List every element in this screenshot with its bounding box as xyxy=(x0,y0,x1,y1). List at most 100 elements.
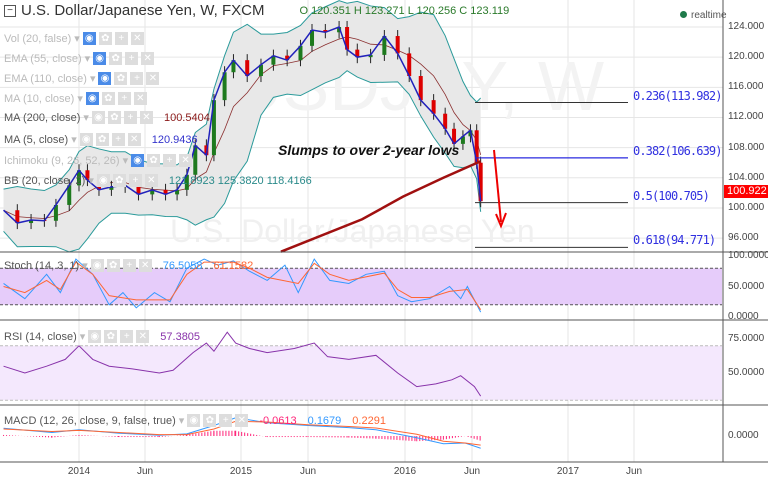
candle-body xyxy=(337,27,342,33)
add-icon[interactable]: + xyxy=(163,154,177,167)
candle-body xyxy=(211,100,216,156)
legend-value: 121.8923 125.3820 118.4166 xyxy=(168,174,312,187)
remove-icon[interactable]: ✕ xyxy=(179,154,193,167)
add-icon[interactable]: + xyxy=(125,52,139,65)
rsi-legend[interactable]: RSI (14, close) ▾ ◉ ✿ + ✕ 57.3805 xyxy=(4,330,200,343)
price-tick: 124.000 xyxy=(728,21,765,32)
fib-label: 0.236(113.982) xyxy=(633,88,722,103)
candle-body xyxy=(478,162,483,202)
stoch-d-line xyxy=(3,261,482,310)
settings-icon[interactable]: ✿ xyxy=(98,32,112,45)
visibility-icon[interactable]: ◉ xyxy=(82,32,96,45)
dropdown-icon[interactable]: ▾ xyxy=(178,415,185,427)
dropdown-icon[interactable]: ▾ xyxy=(82,260,88,272)
visibility-icon[interactable]: ◉ xyxy=(98,72,112,85)
remove-icon[interactable]: ✕ xyxy=(146,72,160,85)
rsi-band xyxy=(0,345,722,401)
dropdown-icon[interactable]: ▾ xyxy=(71,134,77,146)
visibility-icon[interactable]: ◉ xyxy=(85,92,99,105)
indicator-legend[interactable]: MA (10, close) ▾ ◉ ✿ + ✕ xyxy=(4,92,147,105)
bollinger-basis xyxy=(3,36,482,219)
candle-body xyxy=(355,49,360,58)
settings-icon[interactable]: ✿ xyxy=(104,330,118,343)
candle-body xyxy=(245,60,250,77)
last-price-badge: 100.922 xyxy=(724,185,768,198)
candle-body xyxy=(85,170,90,181)
settings-icon[interactable]: ✿ xyxy=(106,259,120,272)
add-icon[interactable]: + xyxy=(130,72,144,85)
indicator-legend[interactable]: BB (20, close, 2) ▾ ◉ ✿ + ✕ 121.8923 125.3820 … xyxy=(4,174,312,187)
dropdown-icon[interactable]: ▾ xyxy=(88,175,94,187)
legend-value: 0.1679 xyxy=(307,414,342,427)
add-icon[interactable]: + xyxy=(114,32,128,45)
visibility-icon[interactable]: ◉ xyxy=(93,52,107,65)
indicator-legend[interactable]: MA (5, close) ▾ ◉ ✿ + ✕ 120.9436 xyxy=(4,133,198,146)
visibility-icon[interactable]: ◉ xyxy=(90,259,104,272)
add-icon[interactable]: + xyxy=(111,133,125,146)
remove-icon[interactable]: ✕ xyxy=(133,92,147,105)
dropdown-icon[interactable]: ▾ xyxy=(79,331,86,343)
time-tick: Jun xyxy=(299,466,317,477)
indicator-legend[interactable]: EMA (110, close) ▾ ◉ ✿ + ✕ xyxy=(4,72,160,85)
dropdown-icon[interactable]: ▾ xyxy=(84,53,91,65)
visibility-icon[interactable]: ◉ xyxy=(131,154,145,167)
legend-value: 61.1582 xyxy=(213,259,254,272)
candle-body xyxy=(193,145,198,175)
dropdown-icon[interactable]: ▾ xyxy=(122,155,129,167)
rsi-line xyxy=(3,331,482,397)
remove-icon[interactable]: ✕ xyxy=(136,330,150,343)
macd-legend[interactable]: MACD (12, 26, close, 9, false, true) ▾ ◉ ✿ +… xyxy=(4,414,386,427)
collapse-icon[interactable]: − xyxy=(4,4,16,17)
add-icon[interactable]: + xyxy=(219,414,233,427)
dropdown-icon[interactable]: ▾ xyxy=(83,112,89,124)
visibility-icon[interactable]: ◉ xyxy=(96,174,110,187)
settings-icon[interactable]: ✿ xyxy=(107,111,121,124)
dropdown-icon[interactable]: ▾ xyxy=(89,73,96,85)
candle-body xyxy=(136,185,141,195)
candle-body xyxy=(395,36,400,54)
price-tick: 116.000 xyxy=(728,81,764,93)
indicator-legend[interactable]: EMA (55, close) ▾ ◉ ✿ + ✕ xyxy=(4,52,155,65)
remove-icon[interactable]: ✕ xyxy=(235,414,249,427)
price-tick: 96.000 xyxy=(728,232,759,244)
add-icon[interactable]: + xyxy=(128,174,142,187)
settings-icon[interactable]: ✿ xyxy=(203,414,217,427)
visibility-icon[interactable]: ◉ xyxy=(187,414,201,427)
settings-icon[interactable]: ✿ xyxy=(101,92,115,105)
legend-label: MACD (12, 26, close, 9, false, true) xyxy=(4,414,176,427)
candle-body xyxy=(298,45,303,61)
remove-icon[interactable]: ✕ xyxy=(130,32,144,45)
remove-icon[interactable]: ✕ xyxy=(141,52,155,65)
settings-icon[interactable]: ✿ xyxy=(112,174,126,187)
realtime-status: realtime xyxy=(680,10,727,21)
bollinger-band-fill xyxy=(3,0,481,252)
dropdown-icon[interactable]: ▾ xyxy=(77,93,83,105)
stoch-legend[interactable]: Stoch (14, 3, 1) ▾ ◉ ✿ + ✕ 76.5058 61.1582 xyxy=(4,259,253,272)
indicator-legend[interactable]: Vol (20, false) ▾ ◉ ✿ + ✕ xyxy=(4,32,144,45)
add-icon[interactable]: + xyxy=(123,111,137,124)
settings-icon[interactable]: ✿ xyxy=(147,154,161,167)
add-icon[interactable]: + xyxy=(122,259,136,272)
visibility-icon[interactable]: ◉ xyxy=(79,133,93,146)
settings-icon[interactable]: ✿ xyxy=(95,133,109,146)
settings-icon[interactable]: ✿ xyxy=(114,72,128,85)
symbol-title[interactable]: U.S. Dollar/Japanese Yen, W, FXCM xyxy=(21,2,265,19)
remove-icon[interactable]: ✕ xyxy=(127,133,141,146)
legend-value: -0.0613 xyxy=(259,414,297,427)
settings-icon[interactable]: ✿ xyxy=(109,52,123,65)
visibility-icon[interactable]: ◉ xyxy=(91,111,105,124)
dropdown-icon[interactable]: ▾ xyxy=(74,33,80,45)
candle-body xyxy=(382,36,387,55)
indicator-legend[interactable]: MA (200, close) ▾ ◉ ✿ + ✕ 100.5404 xyxy=(4,111,210,124)
candle-body xyxy=(443,113,448,129)
add-icon[interactable]: + xyxy=(120,330,134,343)
remove-icon[interactable]: ✕ xyxy=(144,174,158,187)
remove-icon[interactable]: ✕ xyxy=(139,111,153,124)
remove-icon[interactable]: ✕ xyxy=(138,259,152,272)
legend-value: 100.5404 xyxy=(163,111,210,124)
indicator-legend[interactable]: Ichimoku (9, 26, 52, 26) ▾ ◉ ✿ + ✕ xyxy=(4,154,193,167)
add-icon[interactable]: + xyxy=(117,92,131,105)
candle-body xyxy=(258,64,263,77)
visibility-icon[interactable]: ◉ xyxy=(88,330,102,343)
